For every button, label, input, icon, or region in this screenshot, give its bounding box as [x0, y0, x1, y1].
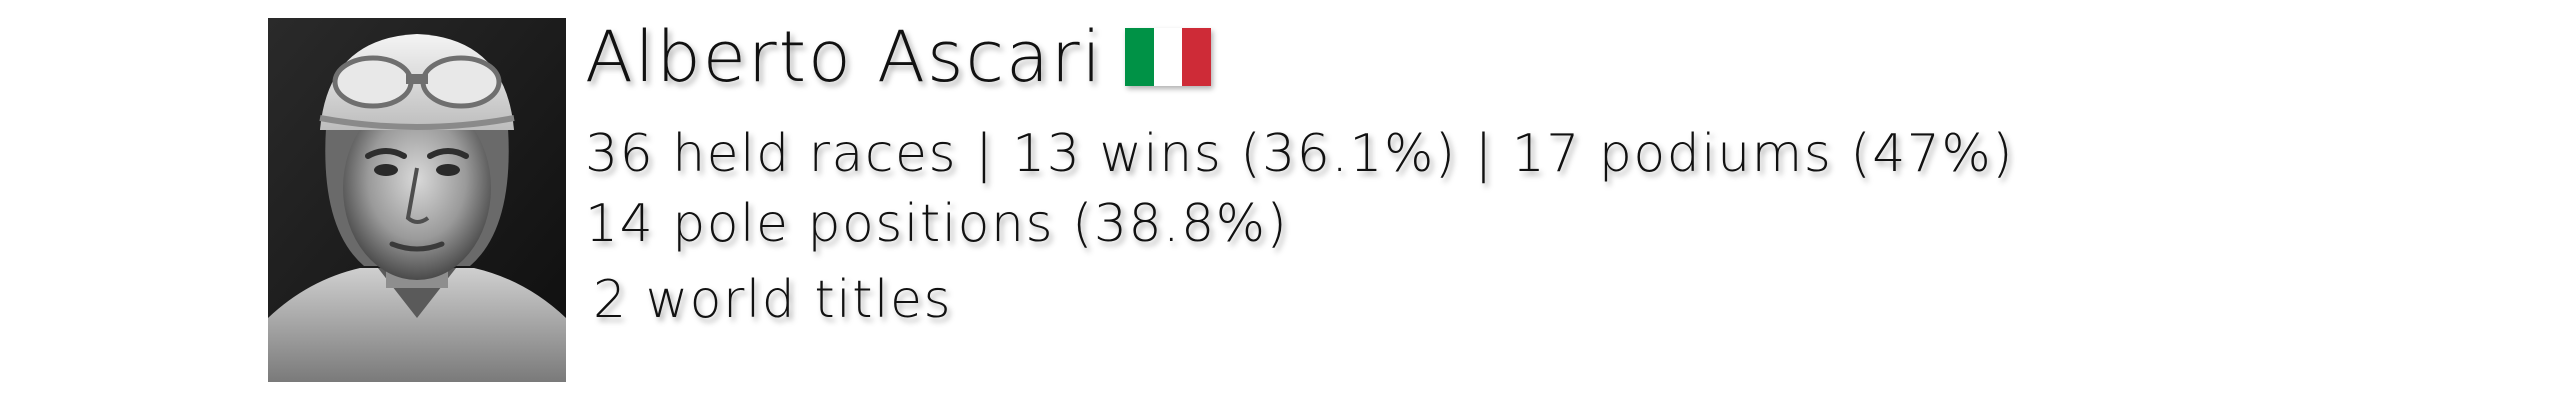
flag-stripe-green — [1125, 28, 1154, 86]
italy-flag-icon — [1125, 28, 1212, 86]
flag-stripe-red — [1182, 28, 1212, 86]
driver-portrait — [268, 18, 566, 382]
stats-pole-positions: 14 pole positions (38.8%) — [585, 194, 1289, 254]
stats-races-wins-podiums: 36 held races | 13 wins (36.1%) | 17 pod… — [585, 124, 2015, 184]
driver-info: Alberto Ascari 36 held races | 13 wins (… — [585, 0, 2085, 400]
driver-name: Alberto Ascari — [585, 16, 1104, 98]
stats-world-titles: 2 world titles — [593, 270, 953, 330]
driver-portrait-photo — [268, 18, 566, 382]
flag-stripe-white — [1153, 28, 1183, 86]
name-row: Alberto Ascari — [585, 12, 1212, 102]
